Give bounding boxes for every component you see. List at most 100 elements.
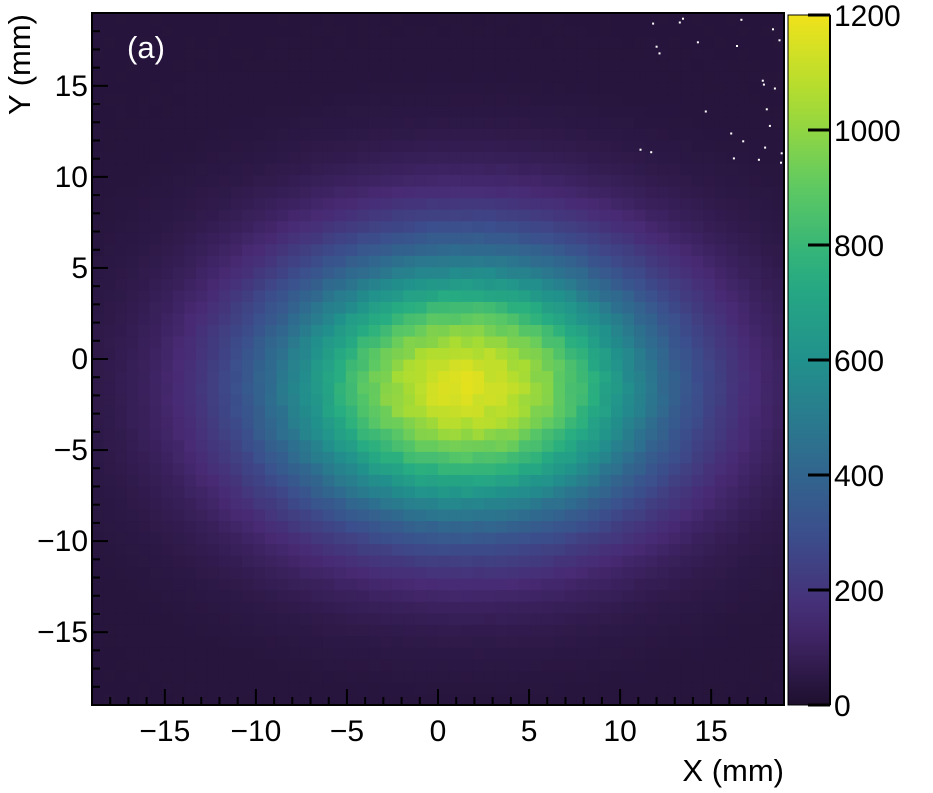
heatmap-cell — [634, 186, 647, 199]
heatmap-cell — [484, 47, 497, 60]
heatmap-cell — [391, 24, 404, 37]
heatmap-cell — [518, 416, 531, 429]
heatmap-cell — [172, 635, 185, 648]
heatmap-cell — [184, 255, 197, 268]
heatmap-cell — [115, 335, 128, 349]
heatmap-cell — [564, 359, 577, 372]
heatmap-cell — [611, 428, 624, 441]
heatmap-cell — [622, 289, 635, 302]
heatmap-cell — [345, 578, 358, 591]
heatmap-cell — [518, 497, 531, 510]
heatmap-cell — [645, 405, 658, 418]
heatmap-cell — [345, 647, 358, 660]
heatmap-cell — [472, 312, 485, 325]
heatmap-cell — [403, 82, 416, 95]
heatmap-cell — [553, 324, 566, 337]
heatmap-cell — [484, 612, 497, 625]
heatmap-cell — [668, 612, 681, 625]
heatmap-cell — [345, 116, 358, 129]
heatmap-cell — [668, 47, 681, 60]
heatmap-cell — [703, 439, 716, 452]
heatmap-cell — [438, 335, 451, 349]
heatmap-cell — [345, 393, 358, 406]
heatmap-cell — [311, 105, 324, 118]
heatmap-cell — [207, 624, 220, 637]
heatmap-cell — [518, 232, 531, 245]
heatmap-cell — [461, 497, 474, 510]
heatmap-cell — [126, 681, 139, 695]
heatmap-cell — [760, 439, 774, 452]
heatmap-cell — [368, 243, 381, 256]
heatmap-cell — [495, 589, 508, 602]
heatmap-cell — [299, 232, 312, 245]
heatmap-cell — [230, 36, 243, 49]
heatmap-cell — [161, 578, 174, 591]
heatmap-cell — [587, 289, 601, 302]
heatmap-cell — [518, 462, 531, 475]
heatmap-cell — [322, 220, 335, 233]
heatmap-cell — [241, 186, 255, 199]
heatmap-cell — [634, 324, 647, 337]
heatmap-cell — [391, 243, 404, 256]
heatmap-cell — [345, 105, 358, 118]
heatmap-cell — [334, 589, 347, 602]
heatmap-cell — [357, 243, 370, 256]
heatmap-cell — [657, 382, 670, 395]
heatmap-cell — [472, 555, 485, 568]
heatmap-cell — [737, 681, 750, 695]
heatmap-cell — [760, 681, 774, 695]
heatmap-cell — [230, 128, 243, 141]
heatmap-cell — [657, 59, 670, 72]
heatmap-cell — [737, 543, 750, 556]
heatmap-cell — [680, 658, 693, 671]
heatmap-cell — [530, 393, 543, 406]
heatmap-cell — [611, 508, 624, 522]
heatmap-cell — [461, 59, 474, 72]
heatmap-cell — [161, 36, 174, 49]
heatmap-cell — [461, 439, 474, 452]
heatmap-cell — [414, 601, 428, 614]
heatmap-cell — [380, 589, 393, 602]
heatmap-cell — [322, 578, 335, 591]
heatmap-cell — [115, 485, 128, 498]
heatmap-cell — [726, 428, 739, 441]
heatmap-cell — [507, 324, 520, 337]
heatmap-cell — [149, 13, 162, 26]
heatmap-cell — [149, 255, 162, 268]
heatmap-cell — [668, 186, 681, 199]
heatmap-cell — [587, 162, 601, 176]
heatmap-cell — [403, 105, 416, 118]
heatmap-cell — [737, 162, 750, 176]
heatmap-cell — [161, 289, 174, 302]
heatmap-cell — [541, 370, 554, 383]
heatmap-cell — [345, 301, 358, 314]
heatmap-cell — [230, 416, 243, 429]
heatmap-cell — [345, 451, 358, 464]
heatmap-cell — [311, 243, 324, 256]
heatmap-cell — [149, 670, 162, 683]
heatmap-cell — [265, 289, 278, 302]
heatmap-cell — [230, 647, 243, 660]
heatmap-cell — [253, 335, 266, 349]
heatmap-cell — [195, 59, 208, 72]
heatmap-cell — [553, 497, 566, 510]
heatmap-cell — [138, 243, 151, 256]
heatmap-cell — [288, 382, 301, 395]
heatmap-cell — [576, 312, 589, 325]
heatmap-cell — [195, 255, 208, 268]
heatmap-cell — [472, 393, 485, 406]
heatmap-cell — [680, 174, 693, 187]
heatmap-cell — [645, 301, 658, 314]
heatmap-cell — [426, 405, 439, 418]
heatmap-cell — [253, 47, 266, 60]
heatmap-cell — [265, 347, 278, 360]
heatmap-cell — [92, 151, 105, 164]
heatmap-cell — [484, 693, 497, 706]
heatmap-cell — [449, 220, 462, 233]
heatmap-cell — [115, 70, 128, 83]
heatmap-cell — [587, 508, 601, 522]
heatmap-cell — [576, 474, 589, 487]
heatmap-cell — [265, 186, 278, 199]
heatmap-cell — [322, 36, 335, 49]
heatmap-cell — [530, 186, 543, 199]
